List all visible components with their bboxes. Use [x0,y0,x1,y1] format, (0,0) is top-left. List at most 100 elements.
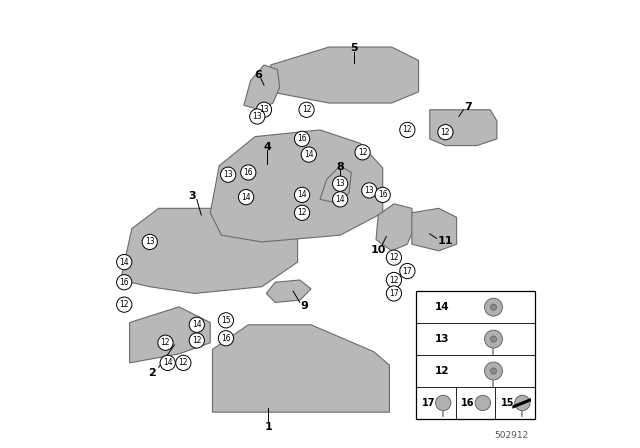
Circle shape [400,263,415,279]
Text: 13: 13 [145,237,155,246]
Text: 12: 12 [435,366,450,376]
Circle shape [218,313,234,328]
Text: 12: 12 [389,253,399,262]
Circle shape [241,165,256,180]
Text: 12: 12 [179,358,188,367]
Circle shape [189,317,204,332]
Text: 1: 1 [264,422,273,432]
Text: 16: 16 [243,168,253,177]
Circle shape [484,330,502,348]
Circle shape [116,254,132,270]
Text: 12: 12 [302,105,311,114]
Text: 17: 17 [389,289,399,298]
Circle shape [301,147,316,162]
Circle shape [400,122,415,138]
Polygon shape [430,110,497,146]
Text: 14: 14 [163,358,173,367]
Text: 5: 5 [350,43,357,53]
Text: 14: 14 [192,320,202,329]
Text: 8: 8 [336,162,344,172]
Text: 15: 15 [221,316,231,325]
Circle shape [176,355,191,370]
Text: 13: 13 [252,112,262,121]
Text: 7: 7 [464,102,472,112]
Text: 14: 14 [304,150,314,159]
Text: 16: 16 [120,278,129,287]
Circle shape [387,286,401,301]
Circle shape [490,368,497,374]
Text: 2: 2 [148,368,156,378]
Text: 16: 16 [461,398,474,408]
Circle shape [294,131,310,146]
Circle shape [362,183,377,198]
FancyBboxPatch shape [417,291,535,419]
Polygon shape [376,204,414,251]
Circle shape [116,297,132,312]
Circle shape [299,102,314,117]
Circle shape [294,205,310,220]
Text: 12: 12 [120,300,129,309]
Polygon shape [320,166,351,204]
Circle shape [438,125,453,140]
Polygon shape [121,208,298,293]
Circle shape [490,336,497,342]
Text: 6: 6 [254,70,262,80]
Text: 13: 13 [335,179,345,188]
Polygon shape [513,398,531,408]
Text: 12: 12 [192,336,202,345]
Circle shape [142,234,157,250]
Text: 15: 15 [500,398,514,408]
Text: 12: 12 [298,208,307,217]
Text: 14: 14 [120,258,129,267]
Polygon shape [244,65,280,110]
Text: 12: 12 [161,338,170,347]
Polygon shape [210,130,383,242]
Text: 14: 14 [335,195,345,204]
Circle shape [387,272,401,288]
Text: 12: 12 [441,128,450,137]
Circle shape [475,395,490,410]
Text: 11: 11 [438,236,453,246]
Circle shape [436,395,451,410]
Circle shape [257,102,271,117]
Circle shape [116,275,132,290]
Text: 12: 12 [389,276,399,284]
Circle shape [158,335,173,350]
Text: 3: 3 [189,191,196,201]
Text: 14: 14 [241,193,251,202]
Circle shape [239,190,253,205]
Text: 17: 17 [403,267,412,276]
Text: 17: 17 [422,398,435,408]
Text: 16: 16 [378,190,388,199]
Polygon shape [271,47,419,103]
Text: 14: 14 [297,190,307,199]
Polygon shape [412,208,457,251]
Polygon shape [212,325,389,412]
Text: 13: 13 [223,170,233,179]
Text: 10: 10 [371,245,386,254]
Circle shape [515,395,530,410]
Circle shape [250,109,265,124]
Polygon shape [130,307,210,363]
Circle shape [333,192,348,207]
Text: 12: 12 [403,125,412,134]
Text: 9: 9 [300,301,308,310]
Circle shape [333,176,348,191]
Circle shape [294,187,310,202]
Circle shape [484,298,502,316]
Circle shape [221,167,236,182]
Circle shape [189,333,204,348]
Text: 14: 14 [435,302,450,312]
Text: 12: 12 [358,148,367,157]
Circle shape [484,362,502,380]
Text: 502912: 502912 [494,431,529,440]
Text: 13: 13 [259,105,269,114]
Text: 16: 16 [221,334,231,343]
Circle shape [375,187,390,202]
Text: 13: 13 [364,186,374,195]
Circle shape [387,250,401,265]
Text: 13: 13 [435,334,450,344]
Circle shape [490,304,497,310]
Text: 16: 16 [297,134,307,143]
Circle shape [160,355,175,370]
